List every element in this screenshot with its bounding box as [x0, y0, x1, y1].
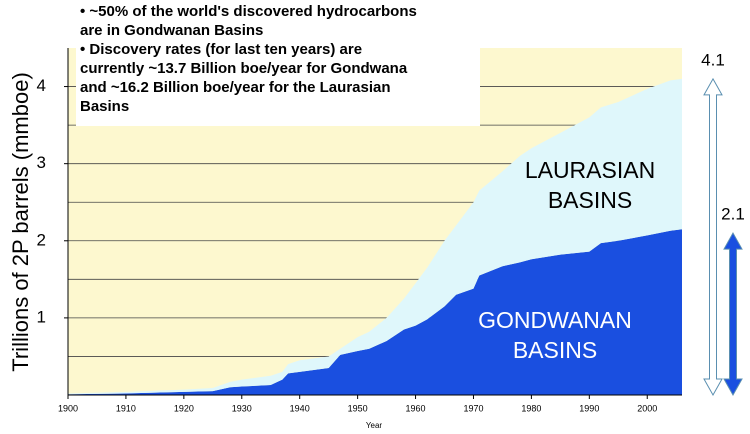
x-tick-label: 1910: [116, 403, 136, 413]
x-tick-label: 1990: [579, 403, 599, 413]
x-tick-label: 1920: [174, 403, 194, 413]
x-axis-label: Year: [366, 421, 383, 430]
area: [68, 78, 682, 395]
x-tick-label: 1960: [406, 403, 426, 413]
arrow-label: 2.1: [721, 205, 745, 224]
x-tick-label: 1930: [232, 403, 252, 413]
range-arrow: [703, 77, 723, 397]
area: [68, 229, 682, 395]
notes-box: • ~50% of the world's discovered hydroca…: [76, 0, 480, 126]
arrow-label: 4.1: [701, 50, 725, 69]
note-line: and ~16.2 Billion boe/year for the Laura…: [80, 79, 391, 96]
x-tick-label: 1900: [58, 403, 78, 413]
series-label: GONDWANAN BASINS: [478, 307, 632, 363]
note-line: Basins: [80, 98, 130, 115]
x-tick-label: 1970: [463, 403, 483, 413]
x-tick-label: 2000: [637, 403, 657, 413]
note-line: currently ~13.7 Billion boe/year for Gon…: [80, 60, 408, 77]
x-tick-label: 1940: [290, 403, 310, 413]
y-tick-label: 3: [37, 153, 46, 172]
series-label: LAURASIAN BASINS: [524, 157, 656, 213]
note-line: are in Gondwanan Basins: [80, 22, 264, 39]
note-line: • Discovery rates (for last ten years) a…: [80, 41, 363, 58]
y-tick-label: 4: [37, 76, 46, 95]
range-arrow: [723, 232, 743, 397]
y-tick-label: 2: [37, 230, 46, 249]
y-tick-label: 1: [37, 307, 46, 326]
x-tick-label: 1950: [348, 403, 368, 413]
x-tick-label: 1980: [521, 403, 541, 413]
note-line: • ~50% of the world's discovered hydroca…: [80, 3, 417, 20]
y-axis-label: Trillions of 2P barrels (mmboe): [8, 72, 33, 372]
